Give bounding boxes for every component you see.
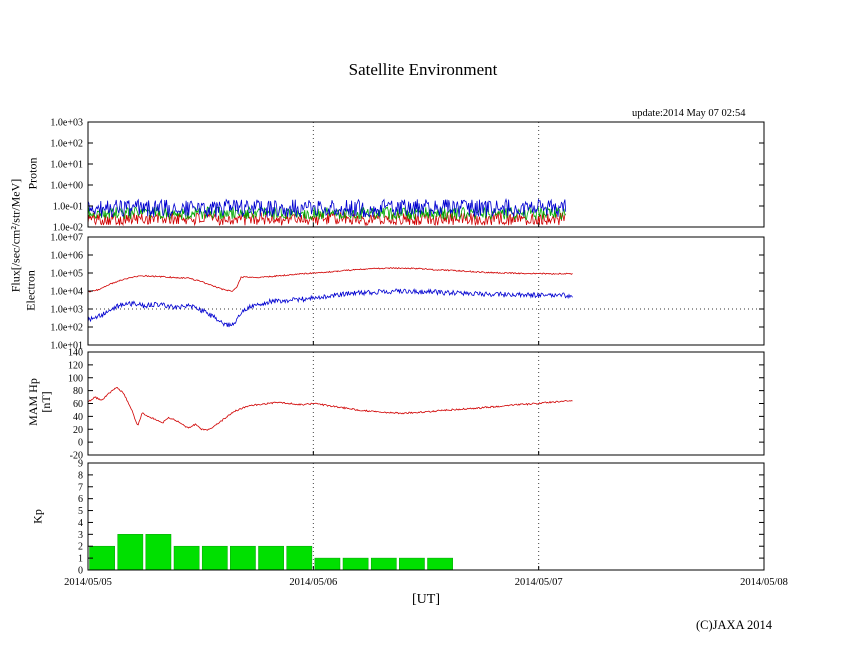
- svg-text:2014/05/08: 2014/05/08: [740, 577, 788, 588]
- svg-text:1.0e+04: 1.0e+04: [50, 287, 83, 298]
- svg-text:1.0e+02: 1.0e+02: [50, 323, 83, 334]
- svg-text:1.0e+07: 1.0e+07: [50, 233, 83, 244]
- svg-text:1.0e-02: 1.0e-02: [53, 223, 83, 234]
- svg-text:9: 9: [78, 459, 83, 470]
- svg-text:1.0e+00: 1.0e+00: [50, 181, 83, 192]
- svg-text:1.0e-01: 1.0e-01: [53, 202, 83, 213]
- svg-text:100: 100: [68, 373, 83, 384]
- svg-text:4: 4: [78, 518, 83, 529]
- svg-text:2014/05/07: 2014/05/07: [515, 577, 563, 588]
- update-timestamp: update:2014 May 07 02:54: [632, 108, 746, 119]
- svg-text:1.0e+03: 1.0e+03: [50, 305, 83, 316]
- svg-text:140: 140: [68, 348, 83, 359]
- svg-text:1.0e+01: 1.0e+01: [50, 341, 83, 352]
- svg-text:20: 20: [73, 425, 83, 436]
- svg-text:3: 3: [78, 530, 83, 541]
- svg-text:1: 1: [78, 554, 83, 565]
- svg-text:0: 0: [78, 566, 83, 577]
- x-axis-label: [UT]: [412, 592, 440, 607]
- svg-text:60: 60: [73, 399, 83, 410]
- svg-text:1.0e+01: 1.0e+01: [50, 160, 83, 171]
- svg-text:7: 7: [78, 482, 83, 493]
- svg-text:1.0e+03: 1.0e+03: [50, 118, 83, 129]
- svg-text:1.0e+02: 1.0e+02: [50, 139, 83, 150]
- svg-text:2: 2: [78, 542, 83, 553]
- svg-text:1.0e+06: 1.0e+06: [50, 251, 83, 262]
- copyright: (C)JAXA 2014: [695, 618, 772, 632]
- svg-text:40: 40: [73, 412, 83, 423]
- svg-text:80: 80: [73, 386, 83, 397]
- svg-text:8: 8: [78, 470, 83, 481]
- svg-text:5: 5: [78, 506, 83, 517]
- page-title: Satellite Environment: [348, 60, 498, 79]
- svg-text:0: 0: [78, 438, 83, 449]
- svg-text:-20: -20: [70, 451, 83, 462]
- svg-text:120: 120: [68, 360, 83, 371]
- svg-text:6: 6: [78, 494, 83, 505]
- svg-text:2014/05/05: 2014/05/05: [64, 577, 112, 588]
- svg-text:1.0e+05: 1.0e+05: [50, 269, 83, 280]
- svg-text:2014/05/06: 2014/05/06: [289, 577, 337, 588]
